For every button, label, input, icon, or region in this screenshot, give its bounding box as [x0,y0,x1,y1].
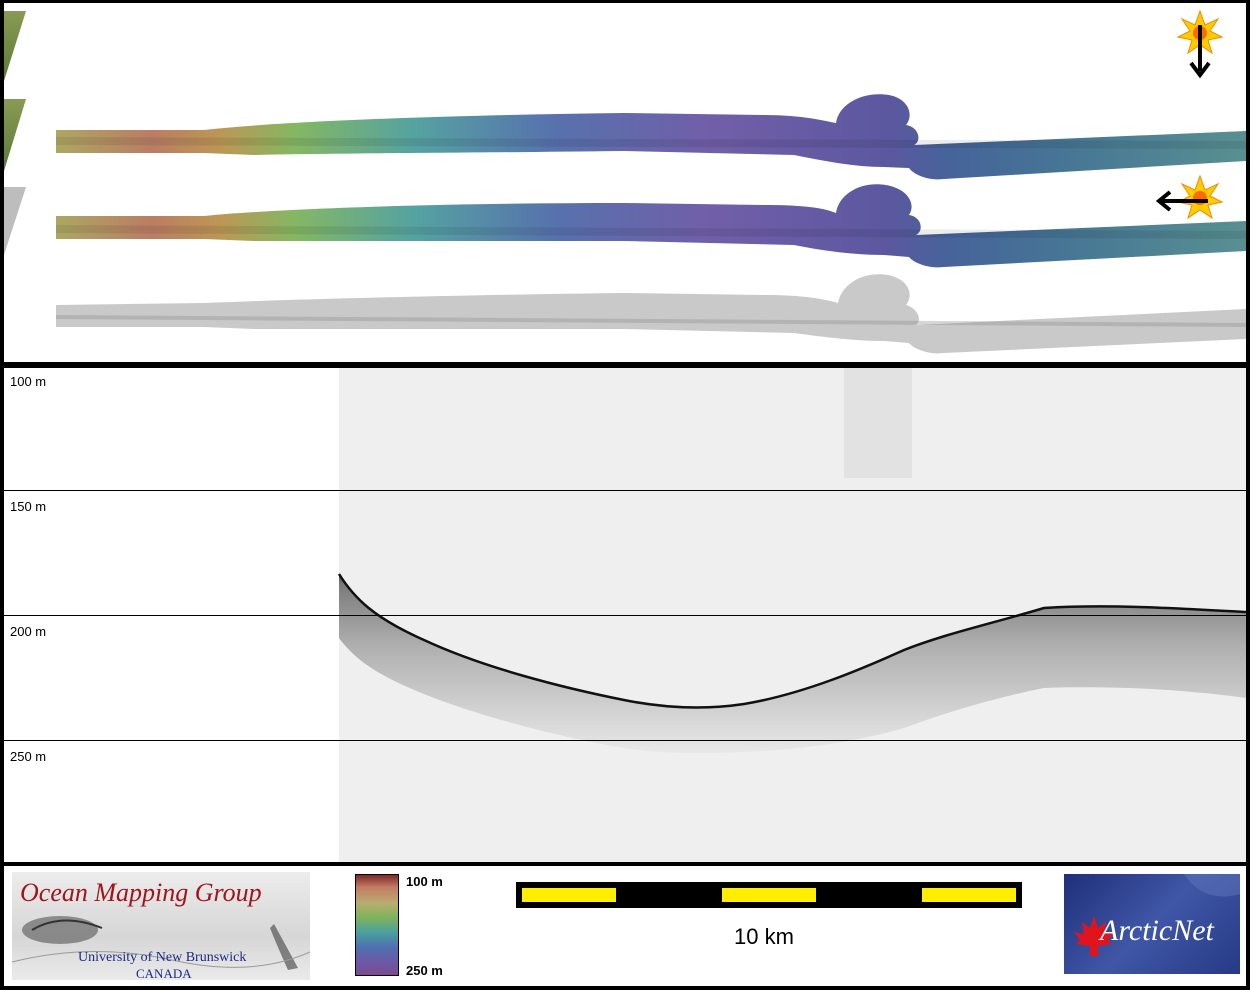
depth-label-200: 200 m [10,624,47,639]
scale-segment [522,888,616,902]
edge-swath-bottom [4,187,26,255]
seafloor-sediment [339,574,1246,754]
depth-label-250: 250 m [10,749,47,764]
logo-artwork [12,916,310,970]
scale-segment [922,888,1016,902]
ocean-mapping-group-logo: Ocean Mapping Group University of New Br… [12,872,310,981]
subbottom-profile-panel: 100 m 150 m 200 m 250 m [4,368,1246,862]
seafloor-reflector [337,573,1246,709]
scale-bar [516,882,1022,908]
depth-gridline-150 [4,490,1246,491]
swath-map-panel [4,3,1246,362]
depth-gridline-200 [4,615,1246,616]
scale-segment [722,888,816,902]
sun-illumination-icon-north [1176,9,1224,79]
organization-country: CANADA [136,966,192,981]
backscatter-strip [55,274,1246,354]
depth-colorbar [355,874,399,976]
edge-swath-middle [4,99,26,171]
sun-illumination-icon-east [1155,174,1224,220]
colorbar-bottom-label: 250 m [406,963,443,978]
bathymetry-strip-east-lit [55,184,1246,268]
swath-strips [4,9,1246,354]
depth-gridline-250 [4,740,1246,741]
arcticnet-wordmark: ArcticNet [1100,914,1214,947]
scale-label: 10 km [734,924,794,949]
edge-swath-top [4,11,26,81]
organization-title: Ocean Mapping Group [20,878,262,907]
depth-label-150: 150 m [10,499,47,514]
bathymetry-strip-north-lit [55,94,1246,180]
organization-university: University of New Brunswick [78,950,247,965]
maple-leaf-icon [1074,874,1240,956]
legend-panel: Ocean Mapping Group University of New Br… [4,866,1246,986]
noise-band [844,368,912,478]
colorbar-top-label: 100 m [406,874,443,889]
depth-label-100: 100 m [10,374,47,389]
arcticnet-logo: ArcticNet [1064,874,1240,974]
